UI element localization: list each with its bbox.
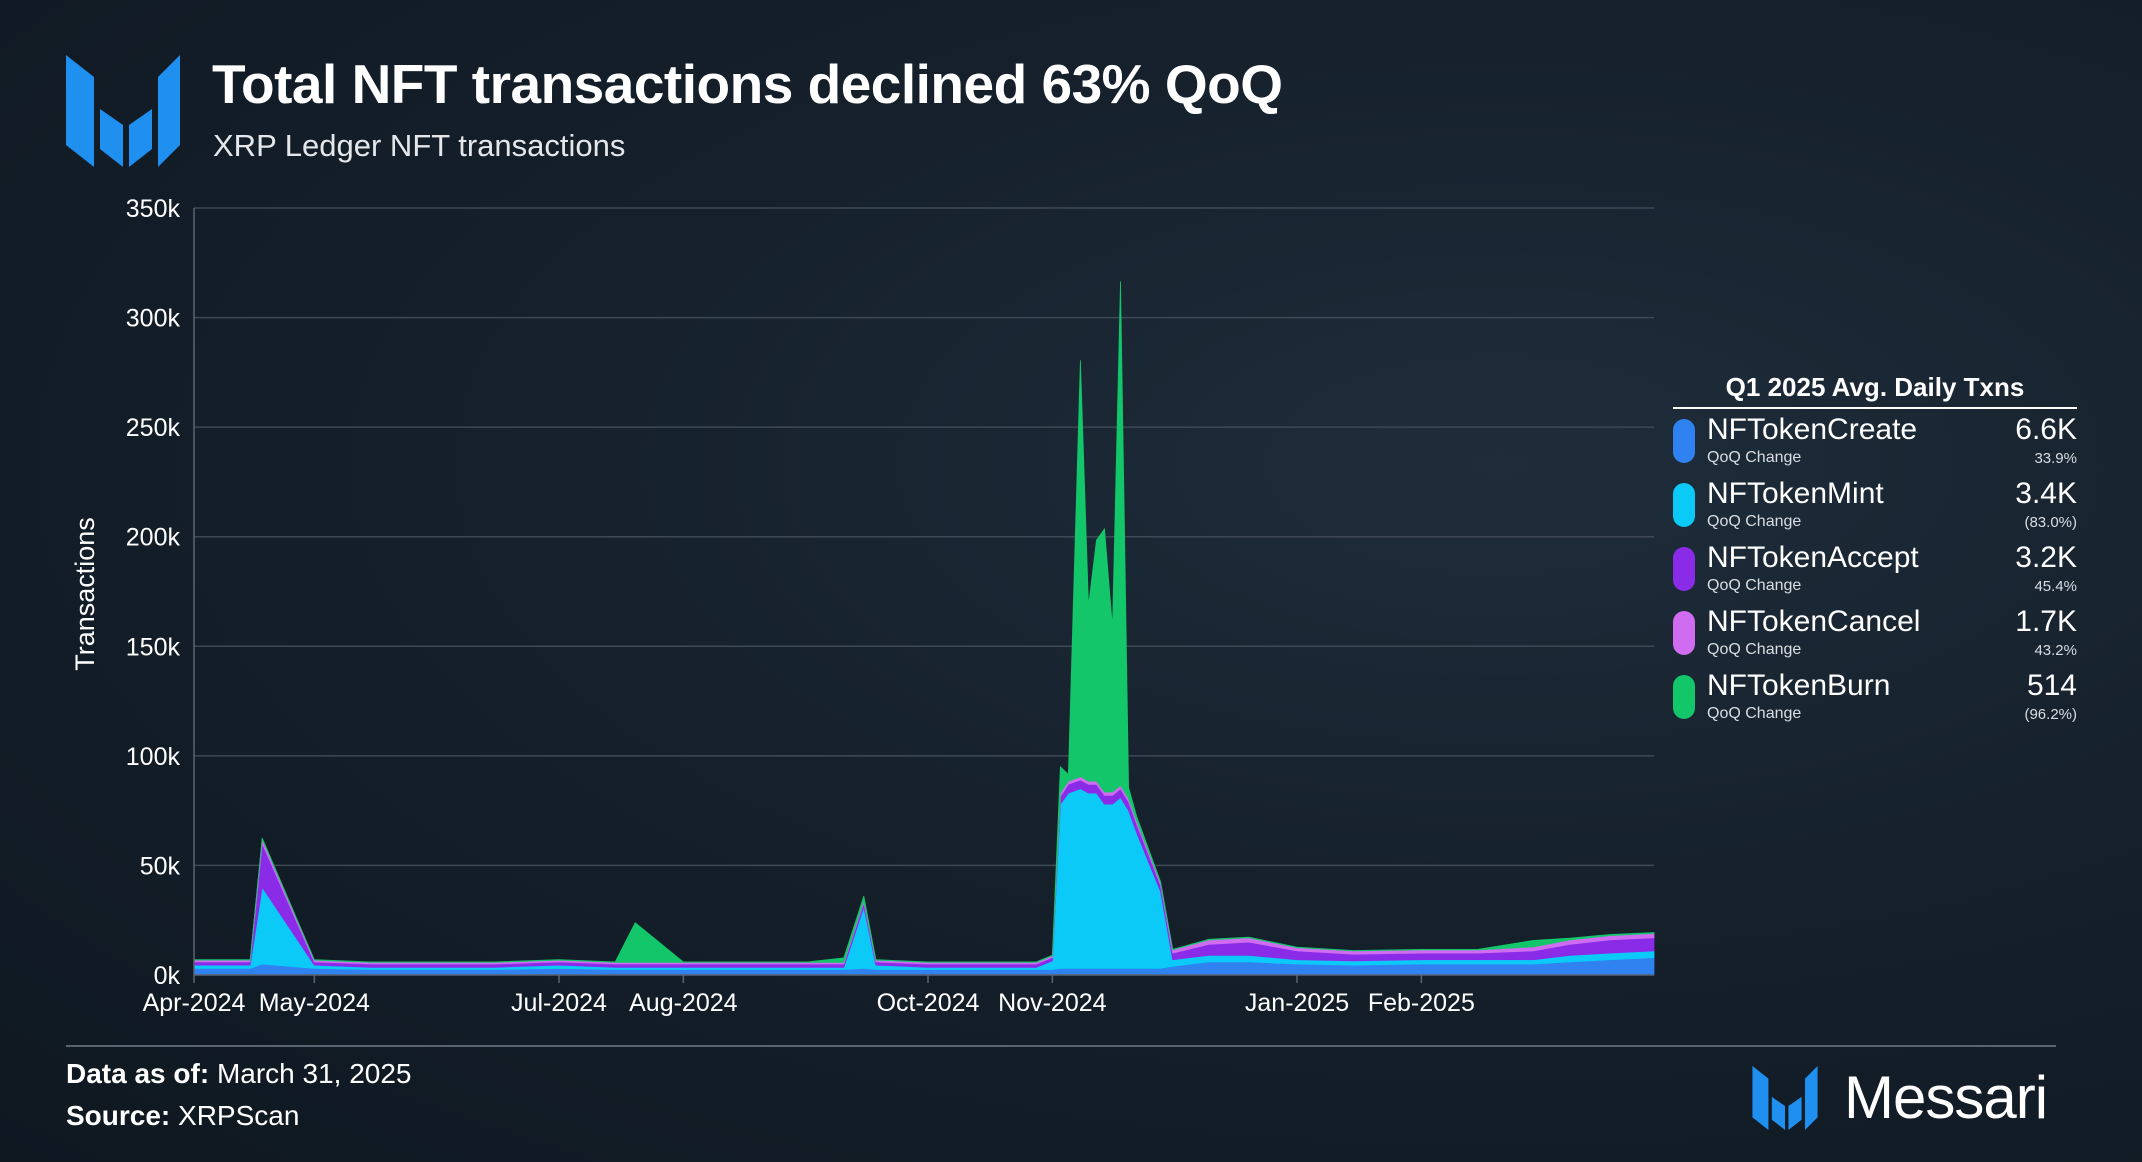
legend-name: NFTokenCancel bbox=[1707, 605, 1921, 638]
messari-wordmark: Messari bbox=[1844, 1064, 2048, 1131]
footer-divider bbox=[66, 1045, 2056, 1047]
x-tick-label: Apr-2024 bbox=[143, 989, 246, 1017]
legend-name: NFTokenMint bbox=[1707, 477, 1884, 510]
gridlines bbox=[194, 207, 1654, 867]
legend-sub: QoQ Change bbox=[1707, 449, 1802, 466]
legend-change: 33.9% bbox=[2034, 450, 2077, 467]
legend-name: NFTokenBurn bbox=[1707, 669, 1891, 702]
legend-item-nftokenaccept: NFTokenAccept QoQ Change 3.2K 45.4% bbox=[1673, 537, 2077, 601]
legend-change: (83.0%) bbox=[2024, 514, 2077, 531]
chart-subtitle: XRP Ledger NFT transactions bbox=[213, 128, 626, 163]
legend-value: 1.7K bbox=[2015, 605, 2077, 638]
legend-name: NFTokenAccept bbox=[1707, 541, 1919, 574]
legend-item-nftokenmint: NFTokenMint QoQ Change 3.4K (83.0%) bbox=[1673, 473, 2077, 537]
messari-mark-icon bbox=[1752, 1066, 1818, 1130]
legend-item-nftokencreate: NFTokenCreate QoQ Change 6.6K 33.9% bbox=[1673, 409, 2077, 473]
data-as-of-value: March 31, 2025 bbox=[216, 1058, 412, 1089]
area-nftokencancel bbox=[193, 776, 1655, 965]
source-value: XRPScan bbox=[178, 1100, 300, 1131]
legend-change: (96.2%) bbox=[2024, 706, 2077, 723]
legend-value: 3.4K bbox=[2015, 477, 2077, 510]
y-tick-label: 100k bbox=[126, 743, 181, 771]
area-chart: 0k 50k 100k 150k 200k 250k 300k 350k Apr-2024 May… bbox=[70, 195, 1655, 1017]
legend-heading: Q1 2025 Avg. Daily Txns bbox=[1673, 372, 2077, 409]
area-nftokenaccept bbox=[193, 779, 1655, 968]
x-tick-label: Oct-2024 bbox=[877, 989, 980, 1017]
legend-sub: QoQ Change bbox=[1707, 577, 1802, 594]
legend-value: 3.2K bbox=[2015, 541, 2077, 574]
x-tick-label: Nov-2024 bbox=[998, 989, 1106, 1017]
area-nftokenburn bbox=[193, 281, 1655, 963]
y-tick-label: 200k bbox=[126, 524, 181, 552]
y-tick-label: 250k bbox=[126, 414, 181, 442]
x-tick-label: May-2024 bbox=[259, 989, 370, 1017]
chart-title: Total NFT transactions declined 63% QoQ bbox=[212, 53, 1283, 115]
legend-item-nftokenburn: NFTokenBurn QoQ Change 514 (96.2%) bbox=[1673, 665, 2077, 729]
x-tick-label: Jan-2025 bbox=[1245, 989, 1349, 1017]
source-label: Source: bbox=[66, 1100, 171, 1131]
y-tick-label: 300k bbox=[126, 305, 181, 333]
legend-swatch bbox=[1673, 611, 1695, 655]
legend-value: 514 bbox=[2026, 669, 2077, 702]
legend-swatch bbox=[1673, 547, 1695, 591]
y-tick-label: 0k bbox=[154, 962, 181, 990]
legend-change: 45.4% bbox=[2034, 578, 2077, 595]
legend-sub: QoQ Change bbox=[1707, 641, 1802, 658]
x-tick-label: Feb-2025 bbox=[1368, 989, 1475, 1017]
legend-swatch bbox=[1673, 675, 1695, 719]
stacked-areas bbox=[193, 281, 1655, 976]
axes: 0k 50k 100k 150k 200k 250k 300k 350k Apr-2024 May… bbox=[126, 195, 1654, 1017]
x-tick-label: Aug-2024 bbox=[629, 989, 738, 1017]
data-as-of: Data as of: March 31, 2025 bbox=[66, 1058, 412, 1090]
legend: Q1 2025 Avg. Daily Txns NFTokenCreate Qo… bbox=[1673, 372, 2077, 729]
source: Source: XRPScan bbox=[66, 1100, 299, 1132]
legend-swatch bbox=[1673, 419, 1695, 463]
y-tick-label: 350k bbox=[126, 195, 181, 223]
legend-sub: QoQ Change bbox=[1707, 705, 1802, 722]
legend-change: 43.2% bbox=[2034, 642, 2077, 659]
legend-value: 6.6K bbox=[2015, 413, 2077, 446]
legend-sub: QoQ Change bbox=[1707, 513, 1802, 530]
legend-name: NFTokenCreate bbox=[1707, 413, 1918, 446]
messari-logo-icon bbox=[66, 55, 180, 167]
legend-item-nftokencancel: NFTokenCancel QoQ Change 1.7K 43.2% bbox=[1673, 601, 2077, 665]
x-tick-label: Jul-2024 bbox=[511, 989, 607, 1017]
y-axis-label: Transactions bbox=[70, 517, 100, 671]
data-as-of-label: Data as of: bbox=[66, 1058, 210, 1089]
y-tick-label: 150k bbox=[126, 633, 181, 661]
messari-brand: Messari bbox=[1752, 1066, 2082, 1130]
area-nftokenmint bbox=[193, 788, 1655, 970]
y-tick-label: 50k bbox=[140, 852, 181, 880]
legend-swatch bbox=[1673, 483, 1695, 527]
